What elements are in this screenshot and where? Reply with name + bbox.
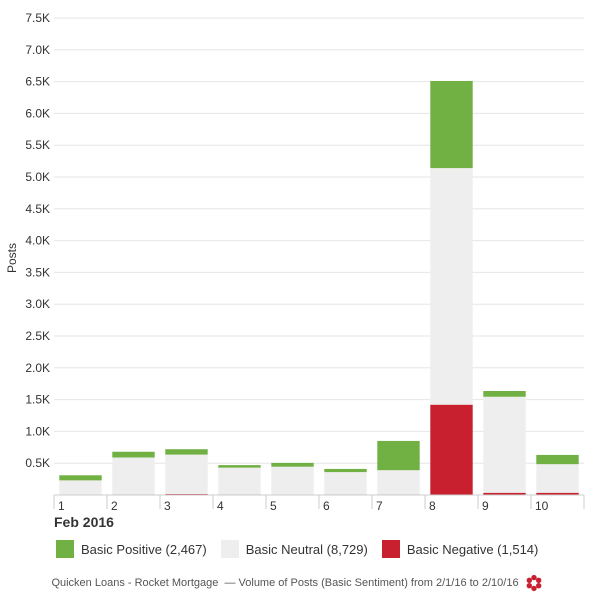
y-tick-label: 4.0K [25,234,50,248]
bar-segment[interactable] [430,80,473,169]
y-tick-label: 7.5K [25,11,50,25]
bars [59,80,579,495]
gridlines [54,17,584,464]
x-tick-label: 1 [58,499,65,513]
bar-segment[interactable] [377,470,420,495]
bar-segment[interactable] [271,462,314,467]
flower-logo-icon [526,574,541,592]
x-tick-label: 9 [482,499,489,513]
bar-segment[interactable] [536,492,579,495]
legend: Basic Positive (2,467) Basic Neutral (8,… [56,540,538,558]
y-tick-label: 3.5K [25,265,50,279]
bar-segment[interactable] [165,454,208,495]
y-tick-label: 0.5K [25,456,50,470]
legend-item-positive[interactable]: Basic Positive (2,467) [56,540,207,558]
legend-label: Basic Negative (1,514) [406,541,539,557]
x-tick-label: 2 [111,499,118,513]
y-tick-label: 5.0K [25,170,50,184]
bar-segment[interactable] [218,465,261,468]
y-tick-label: 6.5K [25,75,50,89]
x-tick-label: 7 [376,499,383,513]
bar-segment[interactable] [59,475,102,481]
legend-label: Basic Neutral (8,729) [245,541,368,557]
bar-segment[interactable] [59,480,102,495]
legend-label: Basic Positive (2,467) [81,541,207,557]
bar-segment[interactable] [430,168,473,405]
y-tick-label: 1.5K [25,393,50,407]
x-axis-label: Feb 2016 [54,514,114,530]
bar-segment[interactable] [483,396,526,493]
bar-segment[interactable] [377,440,420,471]
x-tick-label: 4 [217,499,224,513]
y-tick-label: 5.5K [25,138,50,152]
legend-swatch [220,540,239,558]
x-tick-label: 10 [535,499,549,513]
x-tick-label: 6 [323,499,330,513]
y-tick-label: 1.0K [25,424,50,438]
y-axis: 0.5K 1.0K 1.5K 2.0K 2.5K 3.0K 3.5K 4.0K 4.5K 5.0K… [25,11,50,470]
x-tick-label: 3 [164,499,171,513]
x-tick-label: 5 [270,499,277,513]
bar-segment[interactable] [536,454,579,465]
x-tick-label: 8 [429,499,436,513]
legend-item-neutral[interactable]: Basic Neutral (8,729) [220,540,368,558]
y-tick-label: 3.0K [25,297,50,311]
legend-swatch [56,540,74,558]
bar-segment[interactable] [483,492,526,495]
y-tick-label: 2.0K [25,361,50,375]
bar-segment[interactable] [271,466,314,495]
y-tick-label: 4.5K [25,202,50,216]
y-tick-label: 6.0K [25,106,50,120]
bar-segment[interactable] [324,468,367,473]
bar-segment[interactable] [324,472,367,495]
footer-caption: Quicken Loans - Rocket Mortgage — Volume… [51,577,519,589]
bar-segment[interactable] [112,451,155,458]
bar-chart: 0.5K 1.0K 1.5K 2.0K 2.5K 3.0K 3.5K 4.0K 4.5K 5.0K… [5,11,585,530]
footer: Quicken Loans - Rocket Mortgage — Volume… [0,574,594,592]
legend-swatch [381,540,400,558]
x-axis: 1 2 3 4 5 6 7 8 9 10 [53,494,585,513]
bar-segment[interactable] [483,391,526,397]
y-axis-label: Posts [5,243,19,273]
bar-segment[interactable] [430,404,473,495]
y-tick-label: 2.5K [25,329,50,343]
bar-segment[interactable] [165,449,208,455]
legend-item-negative[interactable]: Basic Negative (1,514) [381,540,539,558]
bar-segment[interactable] [112,457,155,495]
y-tick-label: 7.0K [25,43,50,57]
bar-segment[interactable] [536,464,579,493]
bar-segment[interactable] [218,467,261,495]
